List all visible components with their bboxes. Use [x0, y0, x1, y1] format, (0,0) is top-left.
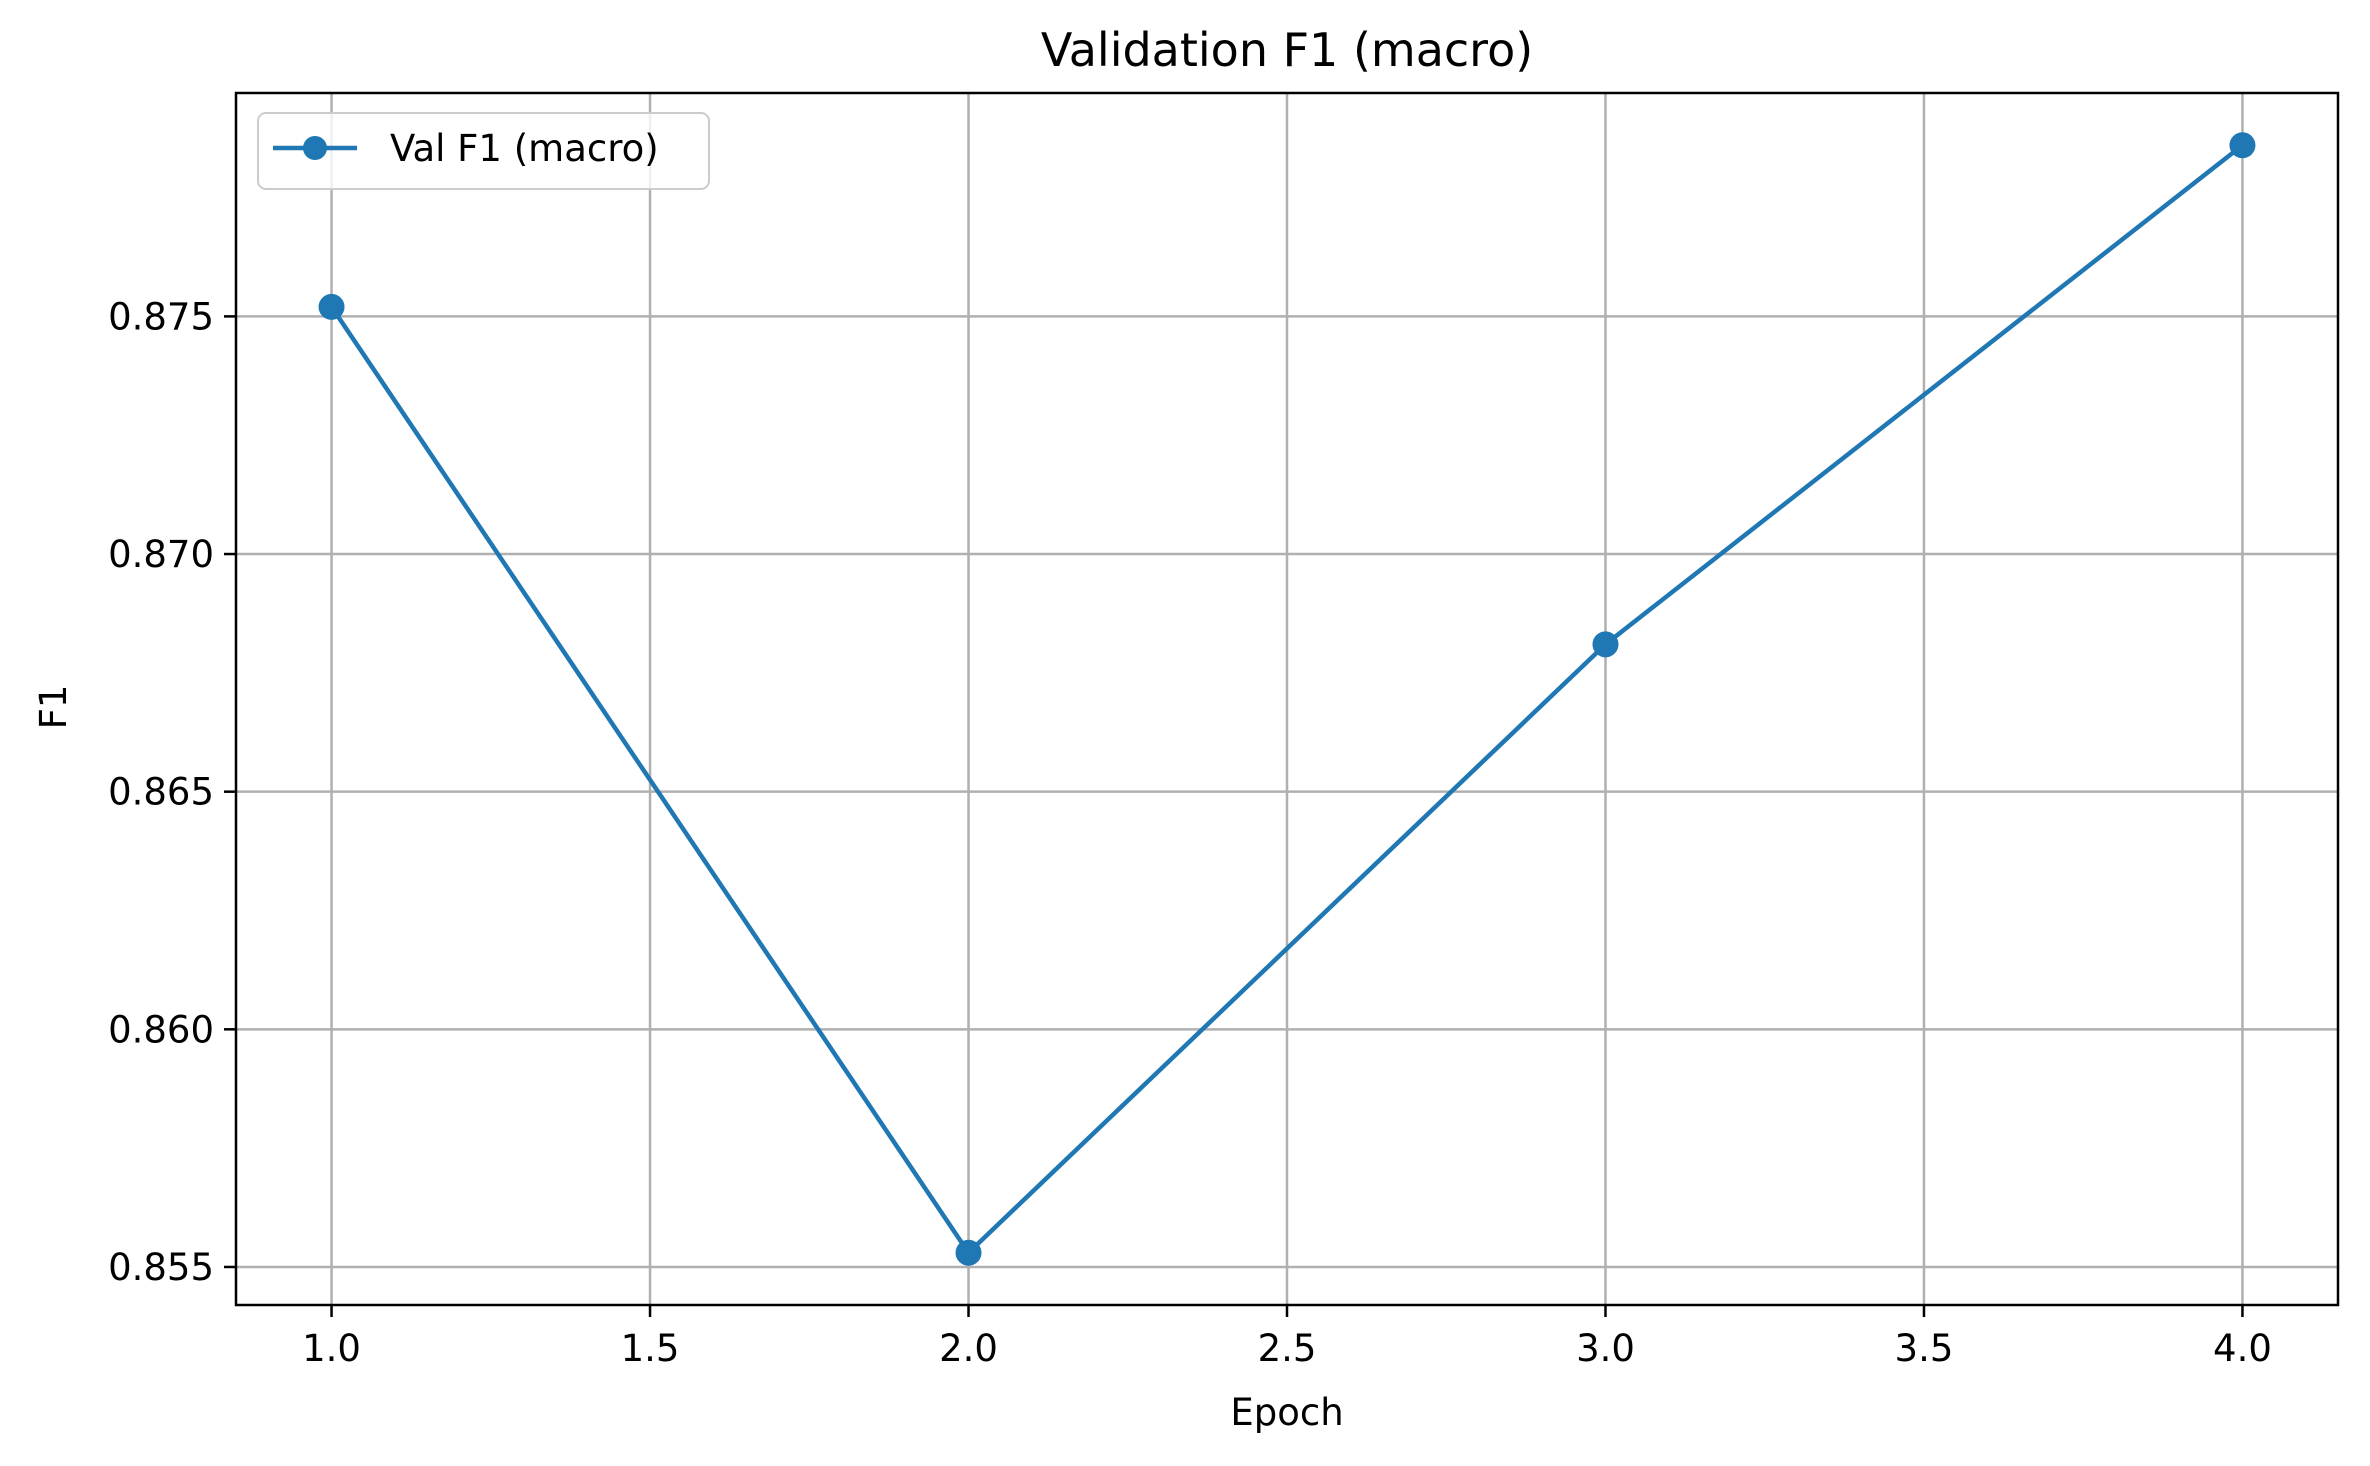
x-axis: 1.0 1.5 2.0 2.5 3.0 3.5 4.0 [302, 1305, 2272, 1370]
x-axis-label: Epoch [1230, 1391, 1343, 1434]
x-tick-label: 1.0 [302, 1327, 361, 1370]
x-tick-label: 2.0 [939, 1327, 998, 1370]
data-point [2229, 132, 2256, 159]
x-tick-label: 3.5 [1895, 1327, 1954, 1370]
legend-box [257, 112, 710, 190]
x-tick-label: 2.5 [1258, 1327, 1317, 1370]
data-point [955, 1239, 982, 1266]
legend-marker-swatch [303, 136, 327, 160]
y-tick-label: 0.870 [108, 533, 214, 576]
x-tick-label: 3.0 [1576, 1327, 1635, 1370]
y-tick-label: 0.855 [108, 1246, 214, 1289]
legend-label-val-f1: Val F1 (macro) [390, 127, 659, 170]
series-line [329, 143, 2245, 1255]
x-tick-label: 1.5 [621, 1327, 680, 1370]
data-point [318, 293, 345, 320]
y-axis-label: F1 [32, 685, 75, 730]
legend: Val F1 (macro) [257, 112, 710, 190]
y-axis: 0.855 0.860 0.865 0.870 0.875 [108, 295, 236, 1289]
grid [236, 93, 2338, 1305]
y-tick-label: 0.875 [108, 295, 214, 338]
y-tick-label: 0.860 [108, 1008, 214, 1051]
x-tick-label: 4.0 [2213, 1327, 2272, 1370]
data-point [1592, 631, 1619, 658]
chart-title: Validation F1 (macro) [1041, 23, 1533, 77]
y-tick-label: 0.865 [108, 771, 214, 814]
series-layer [318, 132, 2256, 1266]
